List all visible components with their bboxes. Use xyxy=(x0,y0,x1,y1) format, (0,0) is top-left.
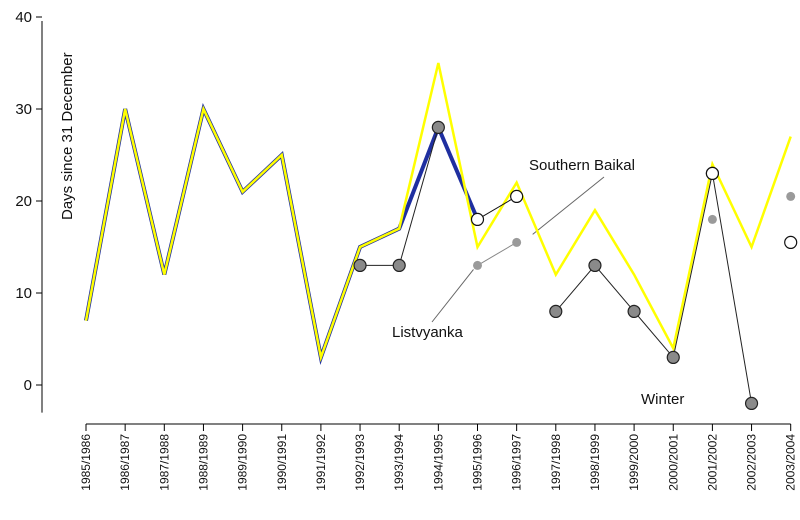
annotation-listvyanka: Listvyanka xyxy=(392,324,464,341)
x-tick-label: 2003/2004 xyxy=(784,434,798,491)
marker-winter xyxy=(392,258,406,272)
marker-listvyanka xyxy=(707,214,717,224)
x-tick-label: 1996/1997 xyxy=(510,434,524,491)
marker-winter xyxy=(666,350,680,364)
x-tick-label: 2002/2003 xyxy=(745,434,759,491)
x-tick-label: 1989/1990 xyxy=(236,434,250,491)
annotation-leaders xyxy=(431,176,605,323)
y-tick-label: 0 xyxy=(24,377,32,394)
x-tick-label: 1993/1994 xyxy=(392,434,406,491)
series-line-winter xyxy=(555,173,753,404)
x-tick-label: 1994/1995 xyxy=(431,434,445,491)
marker-southern-baikal xyxy=(784,235,798,249)
x-tick-label: 1997/1998 xyxy=(549,434,563,491)
marker-winter xyxy=(588,258,602,272)
x-tick-label: 1988/1989 xyxy=(196,434,210,491)
annotation-southern-baikal: Southern Baikal xyxy=(529,157,635,174)
marker-southern-baikal xyxy=(470,212,485,226)
marker-southern-baikal xyxy=(705,166,720,180)
y-axis-label: Days since 31 December xyxy=(59,52,76,220)
marker-listvyanka xyxy=(512,237,522,247)
marker-southern-baikal xyxy=(510,189,524,203)
series-line-yellow xyxy=(84,62,792,363)
x-tick-label: 1987/1988 xyxy=(157,434,171,491)
leader-listvyanka xyxy=(431,269,474,323)
marker-winter xyxy=(353,258,367,272)
series-line-listvyanka xyxy=(477,241,517,266)
x-tick-label: 1991/1992 xyxy=(314,434,328,491)
marker-winter xyxy=(627,304,641,318)
x-tick-label: 2000/2001 xyxy=(666,434,680,491)
x-tick-label: 1992/1993 xyxy=(353,434,367,491)
x-tick-label: 1998/1999 xyxy=(588,434,602,491)
annotation-winter: Winter xyxy=(641,391,684,408)
y-tick-label: 30 xyxy=(15,101,32,118)
axes: 0 10 20 30 40 1985/1986 1986/1987 1987/1988 1988… xyxy=(15,9,797,491)
marker-listvyanka xyxy=(473,260,482,270)
x-tick-label: 1985/1986 xyxy=(79,434,93,491)
x-tick-label: 1986/1987 xyxy=(118,434,132,491)
x-tick-label: 1995/1996 xyxy=(471,434,485,491)
annotations: Southern Baikal Listvyanka Winter xyxy=(392,157,684,408)
marker-winter xyxy=(549,304,563,318)
x-tick-label: 1990/1991 xyxy=(275,434,289,491)
marker-listvyanka xyxy=(786,191,796,201)
x-tick-label: 1999/2000 xyxy=(627,434,641,491)
series-layer xyxy=(84,62,798,410)
series-line-southern-baikal xyxy=(477,195,517,220)
y-tick-label: 40 xyxy=(15,9,32,26)
marker-winter xyxy=(431,120,445,135)
y-tick-label: 10 xyxy=(15,285,32,302)
y-tick-label: 20 xyxy=(15,193,32,210)
series-line-winter xyxy=(360,127,439,266)
leader-southern-baikal xyxy=(532,176,605,235)
x-tick-label: 2001/2002 xyxy=(705,434,719,491)
marker-winter xyxy=(744,396,759,410)
